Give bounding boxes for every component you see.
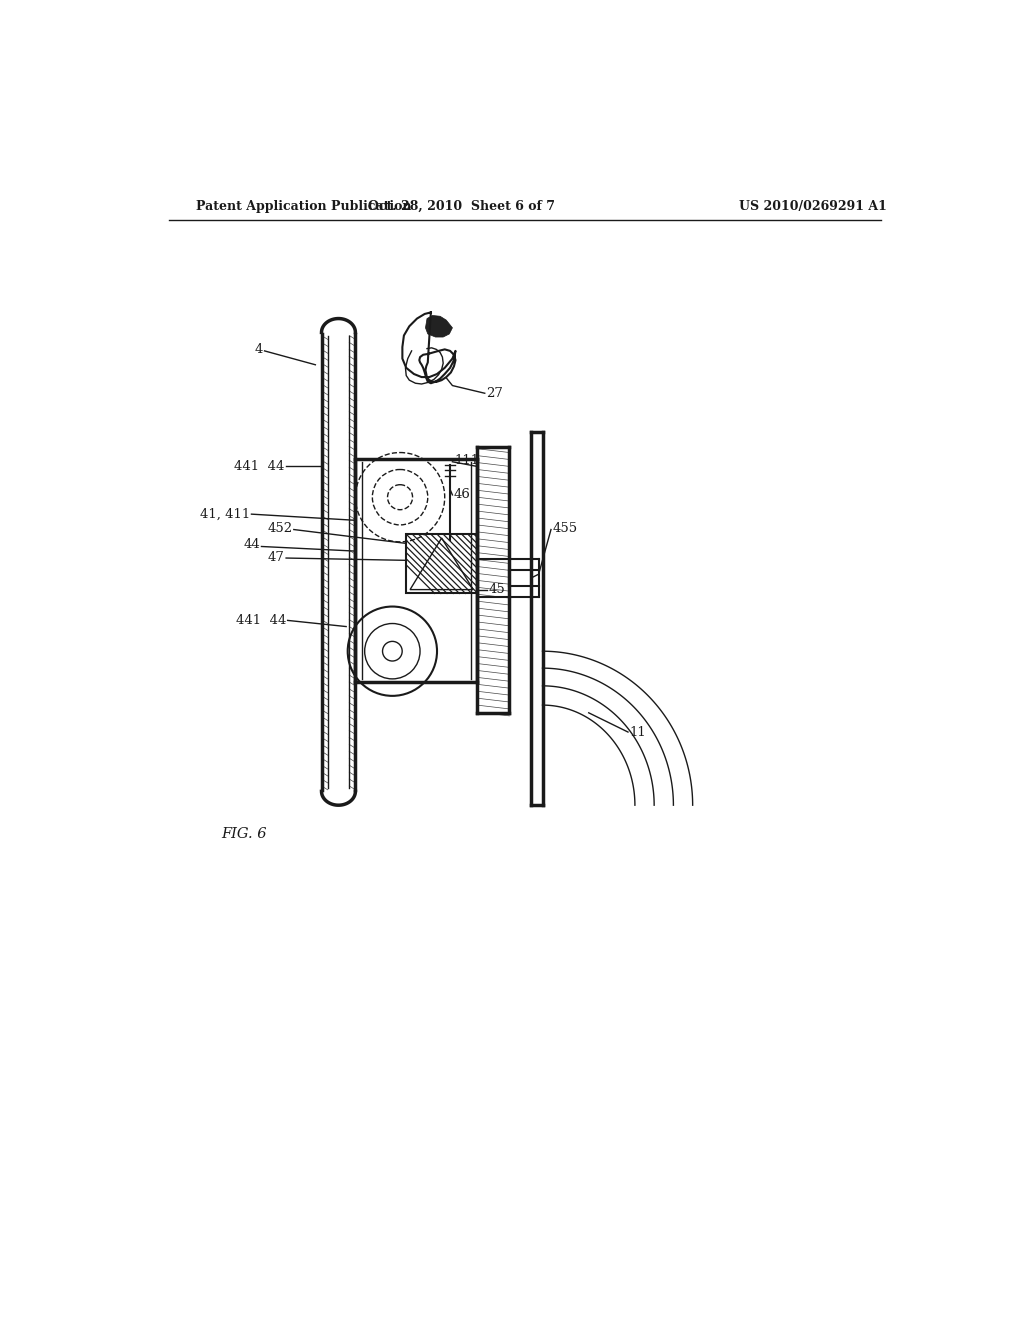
Text: 111: 111 [454,454,479,467]
Text: 4: 4 [255,343,263,356]
Text: 46: 46 [454,487,471,500]
Text: 27: 27 [486,387,503,400]
Polygon shape [425,315,453,337]
Text: 455: 455 [553,521,578,535]
Text: Oct. 28, 2010  Sheet 6 of 7: Oct. 28, 2010 Sheet 6 of 7 [369,199,555,213]
Text: 44: 44 [243,539,260,552]
Text: 441  44: 441 44 [236,614,286,627]
Text: 452: 452 [267,521,292,535]
Text: 41, 411: 41, 411 [200,508,250,520]
Text: 11: 11 [630,726,646,739]
Bar [407,535,477,594]
Text: 47: 47 [267,550,285,564]
Text: 441  44: 441 44 [234,459,285,473]
Text: FIG. 6: FIG. 6 [221,826,267,841]
Text: US 2010/0269291 A1: US 2010/0269291 A1 [739,199,887,213]
Text: 45: 45 [488,583,506,597]
Text: Patent Application Publication: Patent Application Publication [196,199,412,213]
